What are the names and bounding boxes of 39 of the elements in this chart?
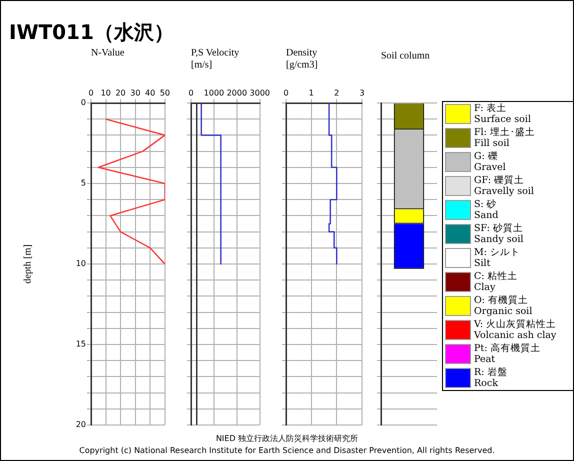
x-tick-label: 50 [160,88,170,98]
y-tick-label: 5 [80,178,86,188]
x-tick-label: 10 [100,88,111,98]
x-tick-label: 3000 [250,88,270,98]
x-axis-title: Soil column [381,50,430,62]
legend-label: O: 有機質土 Organic soil [474,295,532,317]
x-axis-title: P,S Velocity [m/s] [191,48,240,71]
y-tick-label: 15 [76,340,86,349]
x-tick-label: 40 [145,88,156,98]
legend-label: M: シルト Silt [474,247,520,269]
x-tick-label: 0 [283,88,289,98]
legend-label: C: 粘性土 Clay [474,271,518,293]
legend-label: GF: 礫質土 Gravelly soil [474,175,534,197]
x-tick-label: 20 [115,88,126,98]
legend-label: Fl: 埋土･盛土 Fill soil [474,127,535,149]
x-tick-label: 3 [359,88,365,98]
x-tick-label: 0 [88,88,94,98]
x-tick-label: 2 [334,88,340,98]
chart-title: IWT011（水沢） [9,20,174,44]
x-tick-label: 0 [188,88,194,98]
x-tick-label: 30 [130,88,140,98]
legend-label: S: 砂 Sand [474,199,498,221]
y-tick-label: 0 [80,98,86,108]
text: NIED 独立行政法人防災科学技術研究所 [214,433,360,445]
legend-label: SF: 砂質土 Sandy soil [474,223,524,245]
x-tick-label: 1000 [204,88,224,98]
x-tick-label: 1 [308,88,314,98]
x-axis-title: N-Value [91,48,125,59]
legend-label: F: 表土 Surface soil [474,103,531,125]
x-tick-label: 2000 [226,88,248,98]
x-axis-title: Density [g/cm3] [286,48,318,71]
text: Copyright (c) National Research Institute for Earth Science and Disaster Prevention, All rights Reserved. [78,445,496,457]
y-tick-label: 20 [76,420,86,430]
legend-label: V: 火山灰質粘性土 Volcanic ash clay [474,319,556,341]
legend-label: Pt: 高有機質土 Peat [474,343,540,365]
legend-label: G: 礫 Gravel [474,151,506,173]
legend-label: R: 岩盤 Rock [474,367,508,389]
y-axis-title: depth [m] [22,244,34,284]
y-tick-label: 10 [76,259,86,268]
